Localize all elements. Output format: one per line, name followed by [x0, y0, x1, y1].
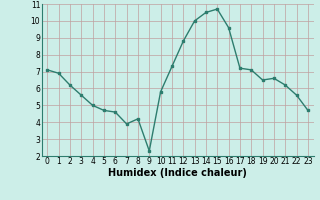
- X-axis label: Humidex (Indice chaleur): Humidex (Indice chaleur): [108, 168, 247, 178]
